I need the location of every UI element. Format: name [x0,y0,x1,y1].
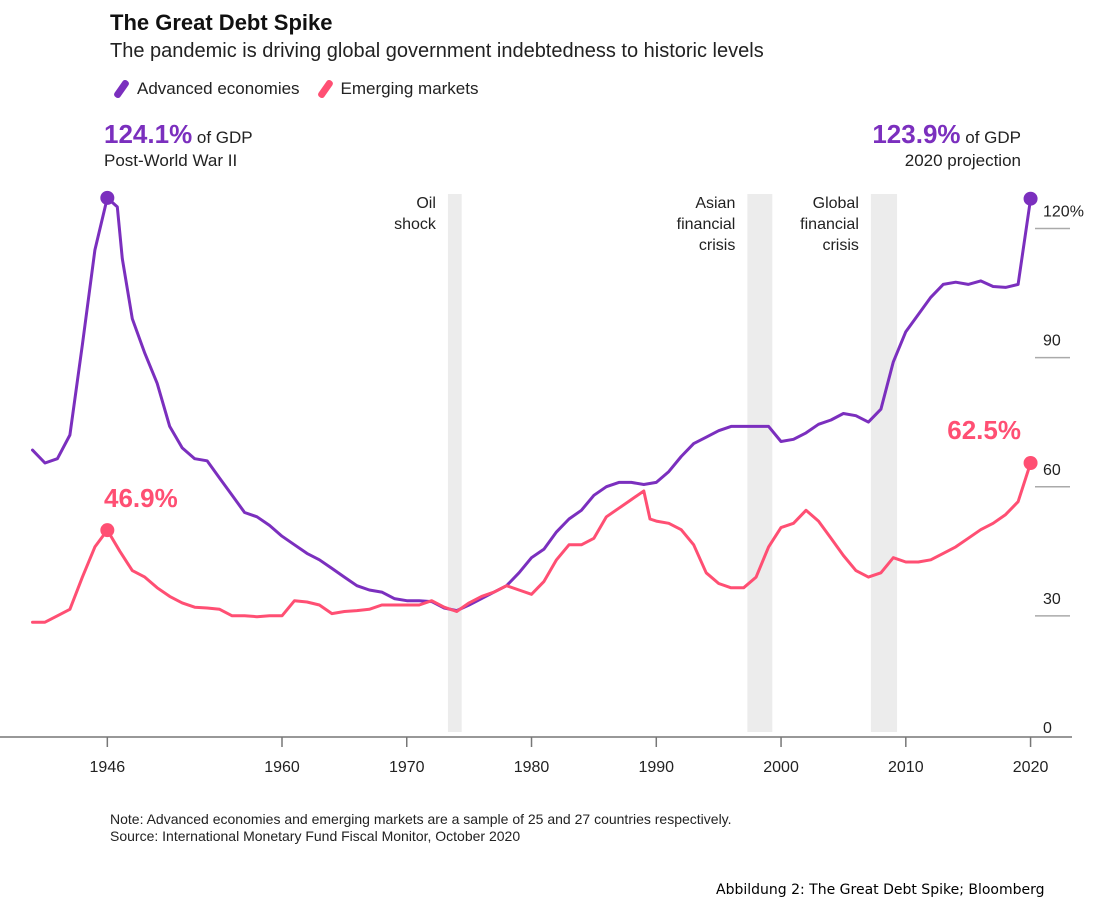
shaded-period-label-0: Oil shock [394,195,437,233]
chart-note: Note: Advanced economies and emerging ma… [110,811,732,827]
x-tick-label: 1960 [264,759,300,776]
chart-title: The Great Debt Spike [110,10,333,35]
end-point-emerging [1023,456,1038,470]
chart-footnote: Note: Advanced economies and emerging ma… [110,811,732,845]
end-point-advanced [1023,191,1038,206]
chart-subtitle: The pandemic is driving global governmen… [110,40,764,62]
shaded-period-label-line: Asian [695,195,735,212]
peak-value-advanced-2020: 123.9% [872,119,960,149]
peak-value-advanced-1946: 124.1% [104,119,192,149]
peak-unit-advanced-2020: of GDP [961,128,1021,147]
legend-label-emerging: Emerging markets [340,79,479,98]
shaded-period-label-line: financial [677,216,736,233]
figure-caption: Abbildung 2: The Great Debt Spike; Bloom… [716,882,1045,898]
x-axis: 1946 1960 1970 1980 1990 2000 2010 2020 [90,737,1049,776]
y-tick-label: 120% [1043,204,1084,221]
peak-label-advanced-1946: 124.1% of GDP [104,119,253,149]
peak-unit-advanced-1946: of GDP [192,128,252,147]
series-line-emerging [31,461,1033,624]
peak-annotations: 124.1% of GDP Post-World War II 123.9% o… [104,119,1021,513]
shaded-period-label-2: Global financial crisis [800,195,859,254]
x-tick-label: 2020 [1013,759,1049,776]
y-tick-label: 0 [1043,720,1052,737]
shaded-period-1 [747,194,773,732]
x-tick-label: 2000 [763,759,799,776]
shaded-period-label-line: shock [394,216,437,233]
x-tick-label: 1970 [389,759,425,776]
chart-legend: Advanced economies Emerging markets [112,78,500,100]
peak-value-emerging-2020: 62.5% [947,415,1021,445]
peak-note-advanced-2020: 2020 projection [905,151,1021,170]
shaded-period-label-line: Global [813,195,859,212]
shaded-period-2 [870,194,898,732]
series-line-advanced [31,196,1033,613]
peak-point-emerging [100,523,115,538]
peak-point-advanced [100,190,115,205]
peak-label-advanced-2020: 123.9% of GDP [872,119,1021,149]
y-tick-label: 90 [1043,333,1061,350]
y-tick-label: 60 [1043,462,1061,479]
shaded-period-label-line: crisis [822,237,858,254]
x-tick-label: 1980 [514,759,550,776]
shaded-period-label-1: Asian financial crisis [677,195,736,254]
series-lines [31,190,1038,624]
peak-value-emerging-1946: 46.9% [104,483,178,513]
shaded-period-0 [447,194,462,732]
shaded-period-label-line: financial [800,216,859,233]
peak-note-advanced-1946: Post-World War II [104,151,237,170]
x-tick-label: 2010 [888,759,924,776]
legend-item-advanced: Advanced economies [112,78,300,100]
x-tick-label: 1946 [90,759,126,776]
legend-label-advanced: Advanced economies [137,79,300,98]
shaded-period-label-line: Oil [416,195,436,212]
x-tick-label: 1990 [638,759,674,776]
y-tick-label: 30 [1043,591,1061,608]
chart-source: Source: International Monetary Fund Fisc… [110,828,521,844]
legend-item-emerging: Emerging markets [316,78,479,100]
shaded-period-label-line: crisis [699,237,735,254]
shaded-periods: Oil shock Asian financial crisis Global financ… [394,194,898,732]
y-axis: 0 30 60 90 120% [1035,204,1084,737]
